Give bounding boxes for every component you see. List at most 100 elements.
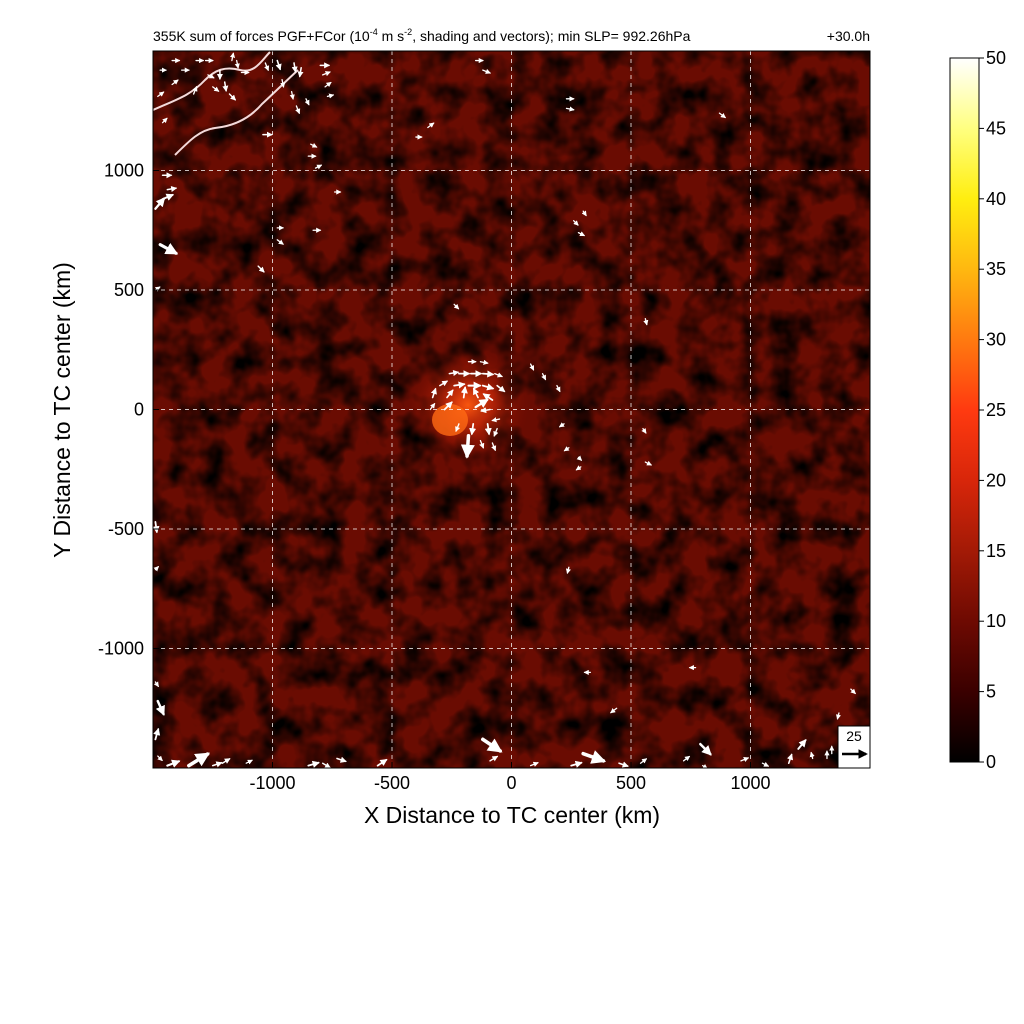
force-vector-24 [484, 422, 492, 436]
colorbar-tick-label-0: 0 [986, 752, 996, 772]
force-vector-14 [460, 386, 468, 399]
force-vector-31 [555, 384, 561, 393]
force-vector-96 [153, 681, 159, 688]
force-vector-68 [222, 81, 229, 92]
force-vector-74 [275, 59, 282, 71]
x-tick-label-0: -1000 [249, 773, 295, 793]
force-vector-1 [479, 359, 489, 365]
force-vector-119 [740, 757, 750, 763]
force-vector-22 [455, 423, 461, 433]
force-vector-48 [572, 220, 579, 226]
force-vector-26 [460, 434, 475, 459]
tc-core-shading-inner [432, 404, 468, 436]
force-vector-37 [644, 460, 653, 466]
force-vector-46 [718, 112, 727, 119]
force-vector-39 [643, 318, 649, 326]
force-vector-13 [446, 389, 454, 399]
y-tick-label-1: -500 [108, 519, 144, 539]
time-label: +30.0h [827, 28, 870, 44]
force-vector-98 [153, 727, 161, 741]
reference-vector-label: 25 [846, 728, 862, 744]
force-vector-62 [212, 86, 220, 92]
force-vector-75 [280, 79, 286, 88]
force-vector-15 [472, 387, 480, 399]
force-vector-69 [228, 93, 237, 101]
colorbar-tick-label-4: 20 [986, 470, 1006, 490]
force-vectors [153, 52, 856, 768]
force-vector-113 [581, 750, 607, 764]
force-vector-33 [563, 446, 570, 452]
force-vector-123 [809, 751, 815, 760]
x-tick-label-2: 0 [506, 773, 516, 793]
force-vector-19 [474, 398, 489, 409]
force-vector-97 [155, 699, 165, 716]
colorbar: 0 5 10 15 20 25 30 35 40 45 50 [949, 48, 1006, 772]
force-vector-61 [207, 73, 215, 79]
reference-vector-box [837, 725, 871, 769]
force-vector-101 [187, 752, 211, 768]
force-vector-42 [427, 122, 435, 129]
x-tick-label-4: 1000 [730, 773, 770, 793]
force-vector-108 [376, 758, 388, 767]
force-vector-91 [154, 197, 166, 210]
force-vector-17 [429, 402, 436, 411]
force-vector-107 [336, 756, 347, 763]
force-vector-99 [157, 755, 163, 762]
force-vector-116 [682, 755, 691, 762]
axis-ticks: -1000 -500 0 500 1000 -1000 -500 0 500 1000 [98, 161, 771, 794]
force-vector-41 [482, 68, 492, 74]
colorbar-tick-label-8: 40 [986, 189, 1006, 209]
force-vector-92 [158, 242, 179, 255]
force-vector-77 [297, 66, 304, 78]
colorbar-tick-label-1: 5 [986, 682, 996, 702]
coastline [153, 51, 299, 156]
force-vector-54 [257, 265, 265, 273]
force-vector-20 [480, 407, 491, 414]
force-vector-115 [639, 758, 648, 764]
colorbar-tick-label-10: 50 [986, 48, 1006, 68]
force-vector-11 [496, 384, 506, 393]
y-axis-label: Y Distance to TC center (km) [49, 262, 75, 558]
force-vector-121 [787, 753, 794, 765]
force-vector-103 [221, 758, 231, 764]
y-tick-label-3: 500 [114, 280, 144, 300]
force-vector-71 [229, 52, 236, 62]
force-vector-73 [264, 62, 270, 72]
force-vector-66 [161, 117, 168, 124]
force-vector-109 [481, 737, 503, 753]
force-vector-6 [494, 372, 503, 378]
force-vector-82 [322, 71, 331, 77]
force-vector-35 [575, 465, 582, 471]
force-vector-27 [479, 439, 485, 449]
force-vector-8 [453, 381, 466, 389]
force-vector-18 [443, 401, 453, 411]
colorbar-gradient [949, 57, 980, 763]
y-tick-label-0: -1000 [98, 639, 144, 659]
force-vector-65 [157, 91, 165, 98]
force-vector-7 [439, 380, 449, 387]
force-vector-16 [482, 393, 494, 401]
force-vector-30 [541, 372, 547, 381]
force-vector-78 [289, 90, 295, 100]
force-vector-102 [211, 761, 223, 768]
force-vector-104 [245, 759, 253, 765]
force-vector-80 [304, 98, 310, 106]
plot-area [153, 51, 870, 768]
x-axis-label: X Distance to TC center (km) [364, 802, 660, 828]
colorbar-tick-label-3: 15 [986, 541, 1006, 561]
force-vector-23 [469, 422, 477, 436]
force-vector-72 [234, 59, 240, 69]
force-vector-110 [489, 755, 499, 762]
force-vector-2 [448, 370, 460, 377]
force-vector-106 [321, 762, 331, 768]
force-vector-76 [291, 62, 298, 73]
force-vector-89 [166, 185, 178, 192]
force-vector-85 [310, 142, 318, 148]
force-vector-38 [453, 303, 460, 310]
force-vector-100 [166, 759, 181, 768]
colorbar-tick-label-9: 45 [986, 118, 1006, 138]
colorbar-tick-label-7: 35 [986, 259, 1006, 279]
force-vector-36 [641, 427, 647, 434]
force-vector-105 [307, 760, 320, 768]
